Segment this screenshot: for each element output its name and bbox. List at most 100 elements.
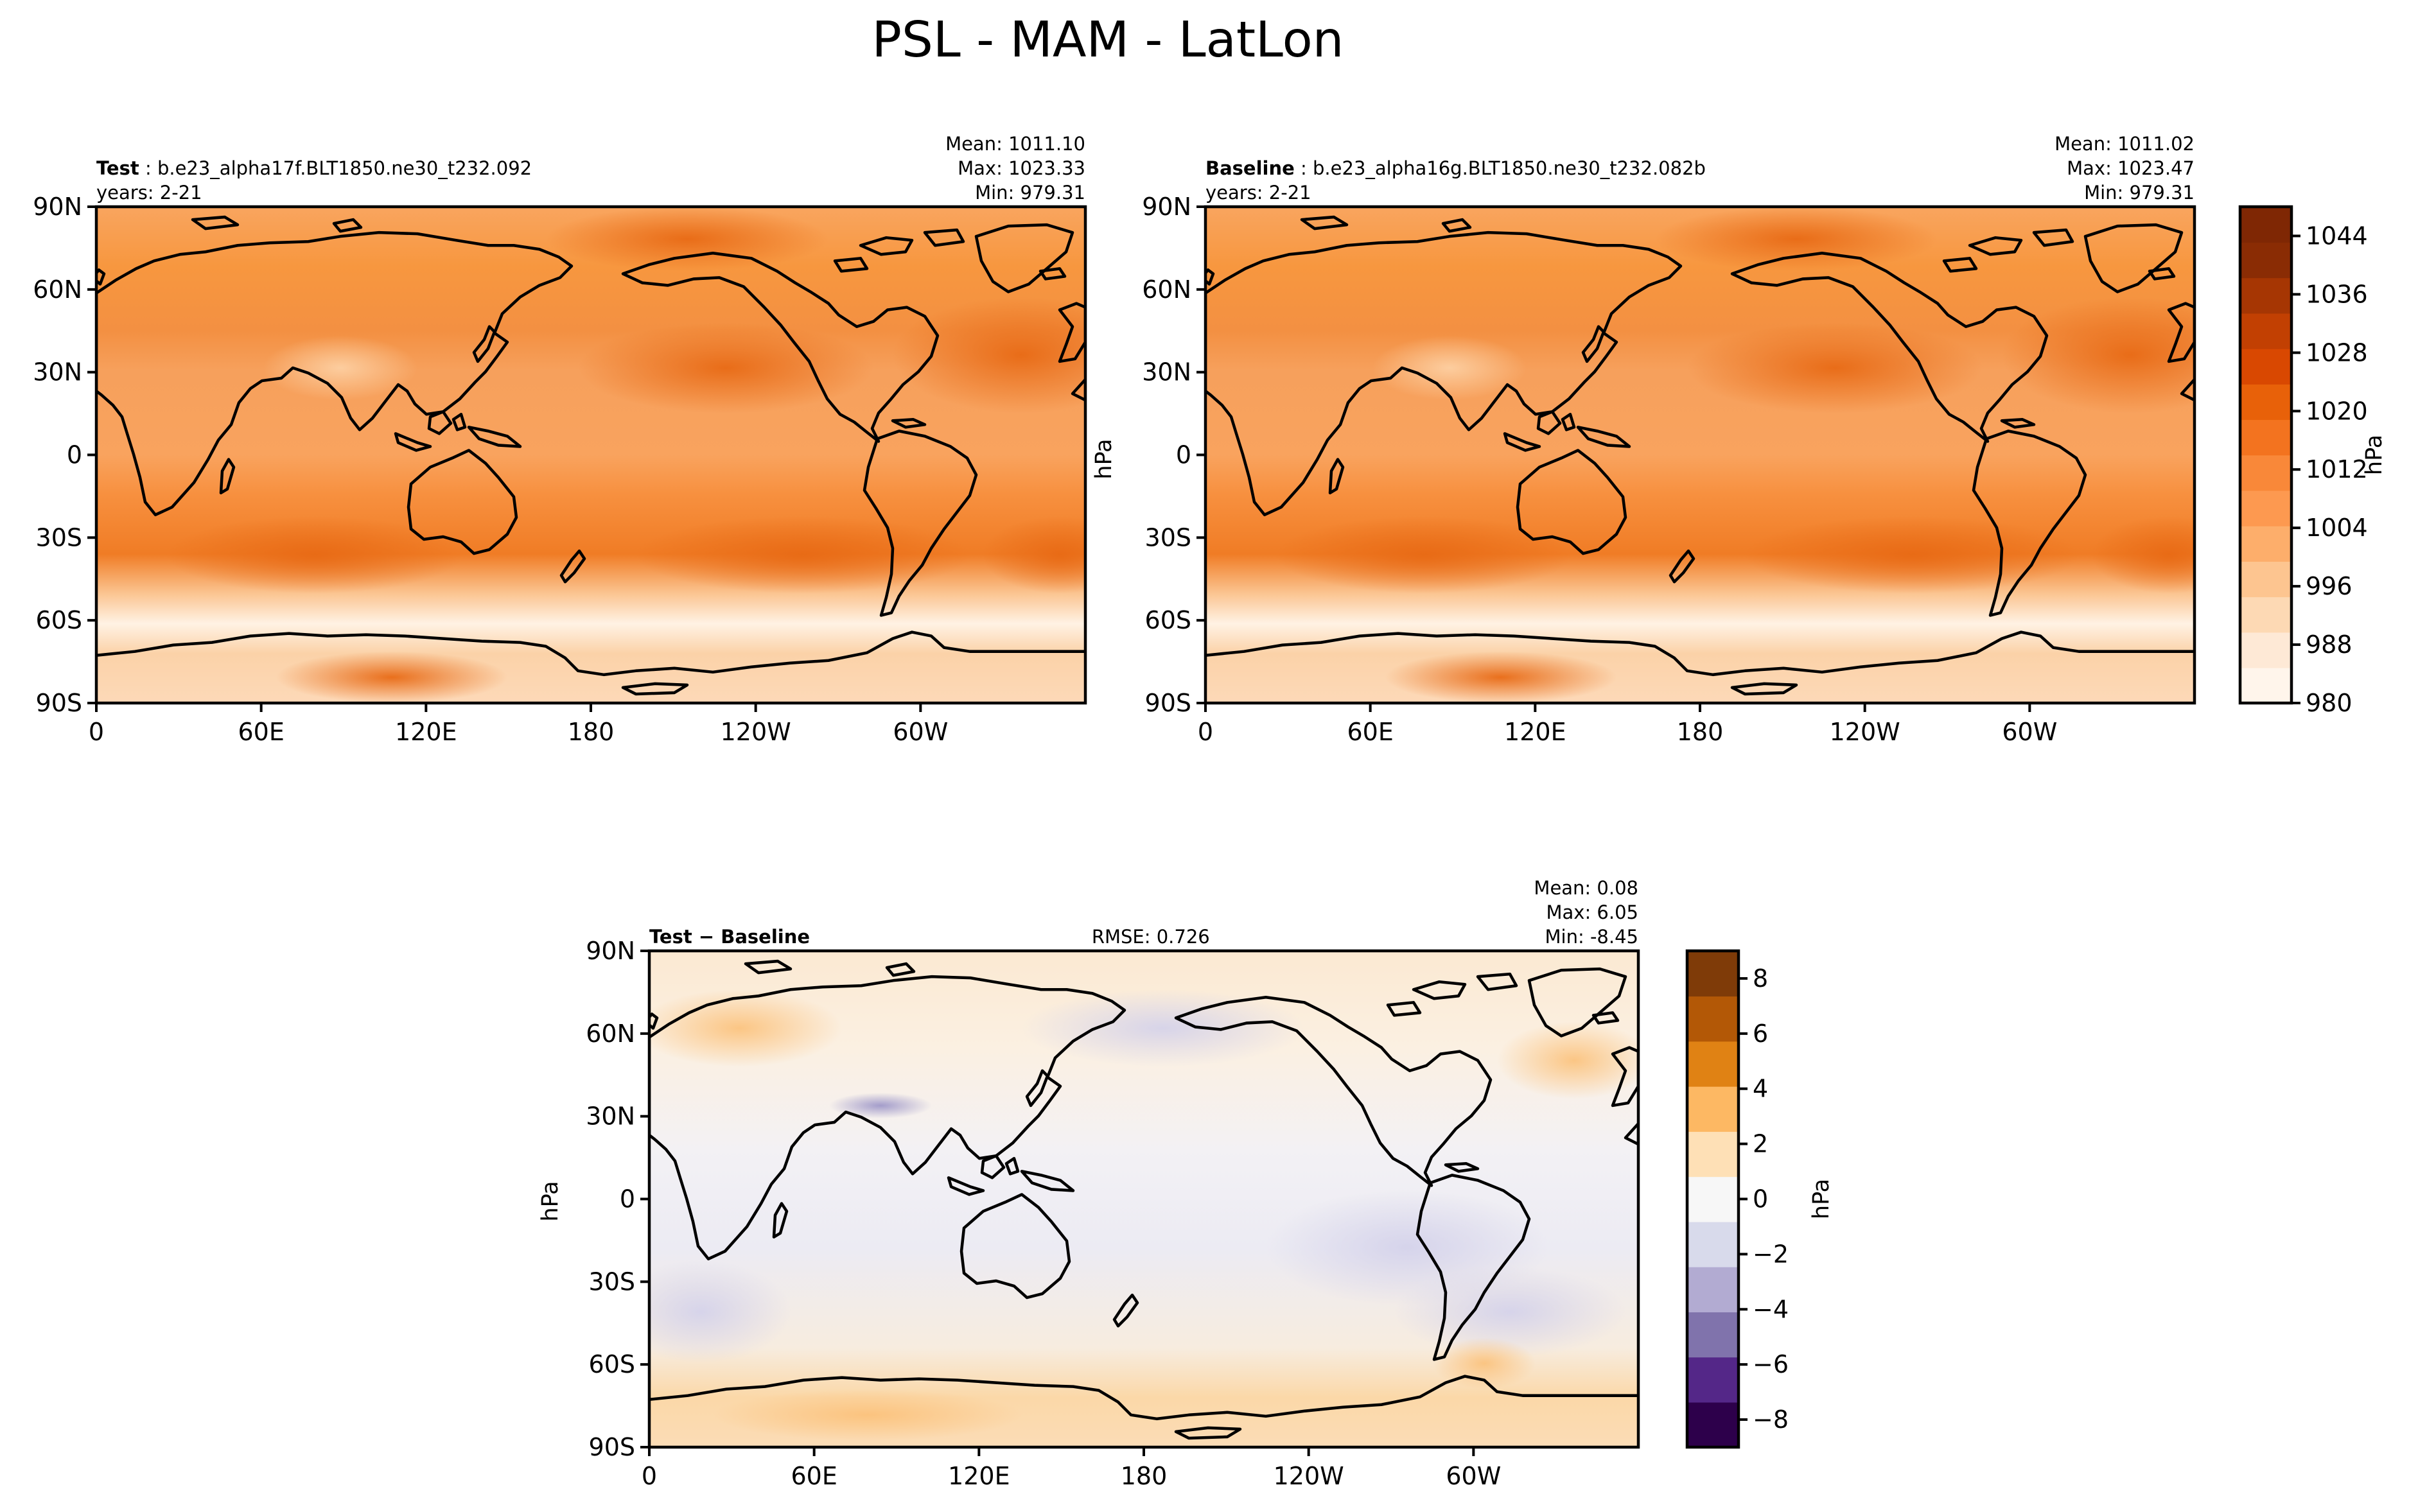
test-ytick-label: 60N bbox=[33, 275, 82, 304]
test-ytick-label: 30N bbox=[33, 358, 82, 387]
difference-xtick-label: 180 bbox=[1121, 1462, 1168, 1490]
main-colorbar-tick-label: 1012 bbox=[2306, 455, 2368, 483]
baseline-contour-blob bbox=[1687, 322, 1983, 413]
baseline-case-label: Baseline : b.e23_alpha16g.BLT1850.ne30_t… bbox=[1205, 157, 1706, 179]
baseline-xtick-label: 0 bbox=[1198, 718, 1213, 746]
test-ytick-label: 60S bbox=[36, 606, 82, 634]
main-colorbar-swatch bbox=[2240, 384, 2291, 421]
main-colorbar-swatch bbox=[2240, 455, 2291, 491]
baseline-xtick-label: 120E bbox=[1504, 718, 1566, 746]
difference-colorbar-swatch bbox=[1687, 1402, 1739, 1448]
test-contour-blob bbox=[578, 322, 873, 413]
test-min-label: Min: 979.31 bbox=[975, 182, 1085, 204]
baseline-panel: 0 60E 120E 180 120W 60W 90N 60N 30N 0 30S 60S 90S Bas… bbox=[1142, 133, 2196, 746]
main-colorbar-unit-label: hPa bbox=[2361, 435, 2387, 475]
baseline-contour-blob bbox=[1276, 516, 1572, 594]
difference-colorbar-swatch bbox=[1687, 1266, 1739, 1312]
difference-colorbar-swatch bbox=[1687, 951, 1739, 997]
test-contour-blob bbox=[167, 516, 462, 594]
test-max-label: Max: 1023.33 bbox=[958, 157, 1085, 179]
test-case-label: Test : b.e23_alpha17f.BLT1850.ne30_t232.… bbox=[96, 157, 532, 179]
main-colorbar-swatch bbox=[2240, 525, 2291, 562]
baseline-contour-blob bbox=[2002, 297, 2195, 413]
difference-ytick-label: 60S bbox=[589, 1350, 635, 1378]
baseline-field bbox=[1205, 207, 2195, 703]
difference-colorbar-tick-label: 6 bbox=[1753, 1020, 1768, 1048]
main-colorbar-tick-label: 1004 bbox=[2306, 514, 2368, 542]
baseline-xtick-label: 60E bbox=[1347, 718, 1393, 746]
difference-max-label: Max: 6.05 bbox=[1546, 901, 1638, 923]
difference-colorbar-tick-label: −8 bbox=[1753, 1405, 1789, 1434]
difference-colorbar-tick-label: −6 bbox=[1753, 1350, 1789, 1378]
main-colorbar-tick-label: 1044 bbox=[2306, 222, 2368, 250]
difference-case-label: Test − Baseline bbox=[649, 926, 810, 948]
main-colorbar-tick-label: 1020 bbox=[2306, 397, 2368, 425]
test-contour-blob bbox=[263, 335, 417, 401]
test-ytick-label: 30S bbox=[36, 523, 82, 552]
difference-min-label: Min: -8.45 bbox=[1545, 926, 1638, 948]
difference-colorbar-swatch bbox=[1687, 1086, 1739, 1132]
test-years-label: years: 2-21 bbox=[96, 182, 202, 204]
main-colorbar-swatch bbox=[2240, 419, 2291, 456]
test-xtick-label: 120W bbox=[721, 718, 791, 746]
main-colorbar-tick-label: 988 bbox=[2306, 630, 2353, 659]
test-contour-blob bbox=[276, 651, 507, 703]
difference-xtick-label: 120E bbox=[948, 1462, 1010, 1490]
test-xtick-label: 120E bbox=[395, 718, 457, 746]
test-xtick-label: 60E bbox=[238, 718, 284, 746]
main-colorbar-swatch bbox=[2240, 313, 2291, 349]
main-colorbar-swatch bbox=[2240, 632, 2291, 668]
baseline-xtick-label: 120W bbox=[1830, 718, 1900, 746]
main-colorbar-frame bbox=[2238, 205, 2293, 705]
baseline-xtick-label: 60W bbox=[2002, 718, 2057, 746]
baseline-contour-blob bbox=[1385, 651, 1617, 703]
difference-colorbar-tick-label: 4 bbox=[1753, 1075, 1768, 1103]
difference-colorbar: 8 6 4 2 0 −2 −4 −6 −8 hPa bbox=[1685, 949, 1834, 1449]
test-contour-blob bbox=[546, 207, 828, 272]
figure-title: PSL - MAM - LatLon bbox=[872, 12, 1344, 69]
difference-colorbar-swatch bbox=[1687, 1221, 1739, 1267]
difference-ytick-label: 90S bbox=[589, 1433, 635, 1461]
test-contour-blob bbox=[636, 516, 970, 594]
baseline-contour-blob bbox=[1372, 335, 1527, 401]
test-ytick-label: 0 bbox=[67, 441, 82, 469]
main-colorbar-swatch bbox=[2240, 277, 2291, 314]
test-contour-blob bbox=[983, 516, 1085, 594]
baseline-ytick-label: 90N bbox=[1142, 193, 1191, 221]
difference-colorbar-swatch bbox=[1687, 1312, 1739, 1358]
baseline-min-label: Min: 979.31 bbox=[2084, 182, 2195, 204]
difference-colorbar-tick-label: 8 bbox=[1753, 964, 1768, 993]
main-colorbar-tick-label: 1036 bbox=[2306, 280, 2368, 308]
difference-contour-blob bbox=[829, 1092, 932, 1119]
baseline-contour-blob bbox=[1655, 207, 1938, 272]
baseline-ytick-label: 30N bbox=[1142, 358, 1191, 387]
difference-contour-blob bbox=[1394, 1266, 1625, 1357]
difference-xtick-label: 60E bbox=[791, 1462, 837, 1490]
test-xtick-label: 60W bbox=[893, 718, 948, 746]
difference-contour-blob bbox=[714, 1389, 1022, 1441]
main-colorbar-swatch bbox=[2240, 207, 2291, 243]
baseline-xtick-label: 180 bbox=[1677, 718, 1724, 746]
difference-colorbar-swatch bbox=[1687, 1357, 1739, 1403]
difference-ytick-label: 60N bbox=[586, 1020, 635, 1048]
difference-rmse-label: RMSE: 0.726 bbox=[1092, 926, 1210, 948]
main-colorbar-swatch bbox=[2240, 242, 2291, 279]
baseline-ytick-label: 90S bbox=[1145, 689, 1191, 717]
baseline-ytick-label: 0 bbox=[1176, 441, 1191, 469]
difference-ytick-label: 0 bbox=[620, 1185, 635, 1213]
difference-colorbar-tick-label: 0 bbox=[1753, 1185, 1768, 1213]
test-xtick-label: 0 bbox=[89, 718, 104, 746]
test-ytick-label: 90N bbox=[33, 193, 82, 221]
baseline-ytick-label: 60N bbox=[1142, 275, 1191, 304]
difference-xtick-label: 60W bbox=[1446, 1462, 1501, 1490]
difference-xtick-label: 120W bbox=[1274, 1462, 1344, 1490]
baseline-mean-label: Mean: 1011.02 bbox=[2055, 133, 2195, 155]
difference-colorbar-swatch bbox=[1687, 1131, 1739, 1177]
difference-contour-blob bbox=[1433, 1337, 1536, 1389]
difference-colorbar-tick-label: −4 bbox=[1753, 1295, 1789, 1323]
test-mean-label: Mean: 1011.10 bbox=[945, 133, 1085, 155]
test-ytick-label: 90S bbox=[36, 689, 82, 717]
baseline-years-label: years: 2-21 bbox=[1205, 182, 1311, 204]
difference-contour-blob bbox=[649, 989, 842, 1067]
